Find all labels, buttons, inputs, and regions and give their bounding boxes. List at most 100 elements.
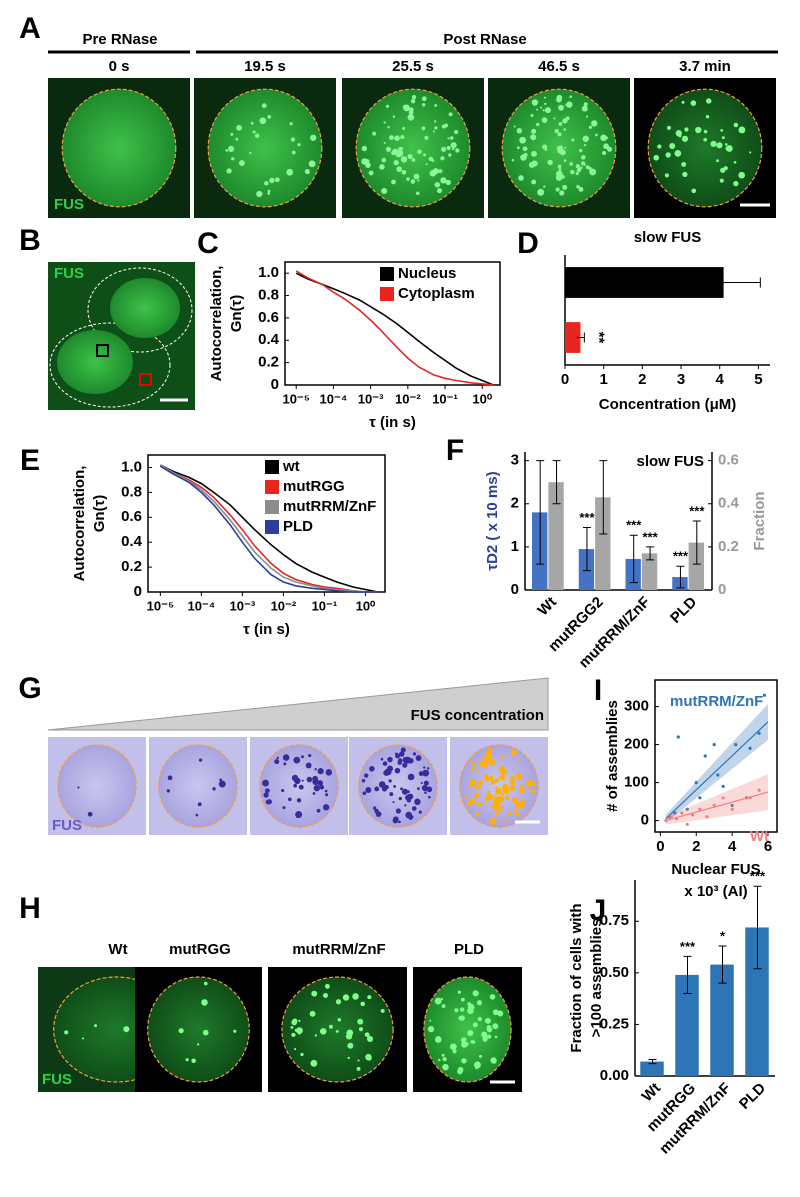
stain: FUS bbox=[52, 817, 82, 834]
assembly bbox=[690, 100, 697, 106]
assembly bbox=[678, 134, 682, 138]
y-tick-label: 0.50 bbox=[600, 964, 629, 981]
assembly bbox=[716, 159, 719, 163]
assembly bbox=[306, 170, 310, 175]
assembly bbox=[228, 145, 235, 153]
significance: *** bbox=[673, 549, 689, 564]
y-tick-label: 200 bbox=[624, 736, 649, 753]
group-label: Post RNase bbox=[443, 31, 526, 48]
x-tick-label: 10⁻¹ bbox=[312, 598, 338, 613]
assembly bbox=[398, 796, 402, 801]
assembly bbox=[522, 146, 528, 152]
assembly bbox=[81, 1037, 85, 1040]
point bbox=[698, 796, 702, 800]
point bbox=[716, 773, 720, 777]
assembly bbox=[429, 1019, 432, 1022]
x-tick-label: 0 bbox=[656, 838, 664, 855]
assembly bbox=[313, 785, 321, 792]
assembly bbox=[513, 808, 518, 813]
error-bar bbox=[646, 546, 655, 561]
assembly bbox=[431, 159, 435, 162]
assembly bbox=[337, 1018, 342, 1022]
assembly bbox=[576, 185, 580, 189]
assembly bbox=[453, 143, 456, 147]
nucleus bbox=[358, 744, 438, 828]
assembly bbox=[410, 98, 416, 104]
error-bar bbox=[692, 520, 701, 565]
panel-letter: J bbox=[590, 894, 607, 927]
x-tick-label: Wt bbox=[639, 1080, 665, 1106]
bar bbox=[565, 322, 581, 353]
assembly bbox=[557, 132, 562, 137]
error-bar bbox=[582, 526, 591, 572]
legend-label: PLD bbox=[283, 518, 313, 535]
x-tick-label: 10⁻⁵ bbox=[147, 598, 174, 613]
roi bbox=[96, 344, 109, 357]
assembly bbox=[77, 786, 80, 789]
assembly bbox=[407, 113, 415, 121]
assembly bbox=[323, 992, 329, 999]
assembly bbox=[276, 756, 279, 760]
assembly bbox=[471, 780, 474, 784]
point bbox=[757, 731, 761, 735]
assembly bbox=[421, 785, 428, 792]
assembly bbox=[426, 767, 430, 770]
assembly bbox=[434, 1036, 442, 1043]
assembly bbox=[501, 754, 504, 758]
assembly bbox=[477, 1016, 482, 1022]
assembly bbox=[263, 792, 269, 798]
time-label: 0 s bbox=[109, 58, 130, 75]
assembly bbox=[653, 154, 660, 161]
assembly bbox=[428, 795, 431, 799]
assembly bbox=[254, 133, 260, 139]
legend-swatch bbox=[380, 267, 394, 281]
y-tick-label: 0.8 bbox=[121, 483, 142, 500]
assembly bbox=[382, 761, 388, 766]
assembly bbox=[489, 776, 494, 781]
assembly bbox=[427, 1025, 435, 1033]
assembly bbox=[600, 134, 607, 142]
assembly bbox=[705, 115, 710, 119]
assembly bbox=[317, 768, 324, 775]
assembly bbox=[492, 1009, 499, 1016]
assembly bbox=[497, 808, 502, 812]
assembly bbox=[484, 774, 489, 779]
time-label: 3.7 min bbox=[679, 58, 731, 75]
y2-tick-label: 0.4 bbox=[718, 495, 740, 512]
assembly bbox=[406, 790, 410, 794]
assembly bbox=[295, 811, 303, 818]
assembly bbox=[429, 169, 437, 177]
assembly bbox=[510, 785, 516, 791]
cell-outline bbox=[49, 322, 171, 408]
assembly bbox=[367, 995, 372, 1000]
curve bbox=[159, 464, 378, 593]
assembly bbox=[459, 1015, 465, 1021]
x-tick-label: 10⁻² bbox=[395, 391, 421, 406]
assembly bbox=[724, 143, 728, 146]
assembly bbox=[664, 173, 669, 178]
assembly bbox=[581, 105, 588, 112]
assembly bbox=[335, 1029, 339, 1033]
assembly bbox=[705, 98, 712, 104]
error-bar bbox=[676, 565, 685, 589]
assembly bbox=[393, 784, 397, 788]
assembly bbox=[298, 784, 304, 790]
assembly bbox=[606, 146, 613, 152]
axis-label: Fraction bbox=[751, 491, 768, 550]
assembly bbox=[372, 806, 377, 810]
assembly bbox=[289, 122, 293, 126]
assembly bbox=[703, 129, 708, 134]
assembly bbox=[265, 799, 271, 805]
outline bbox=[259, 744, 339, 828]
assembly bbox=[467, 1030, 474, 1037]
assembly bbox=[369, 765, 375, 772]
legend-swatch bbox=[265, 500, 279, 514]
assembly bbox=[520, 784, 524, 789]
assembly bbox=[293, 756, 301, 764]
assembly bbox=[500, 792, 504, 796]
assembly bbox=[494, 793, 497, 797]
assembly bbox=[195, 813, 199, 817]
assembly bbox=[259, 117, 267, 125]
assembly bbox=[358, 1027, 363, 1032]
assembly bbox=[575, 171, 579, 176]
